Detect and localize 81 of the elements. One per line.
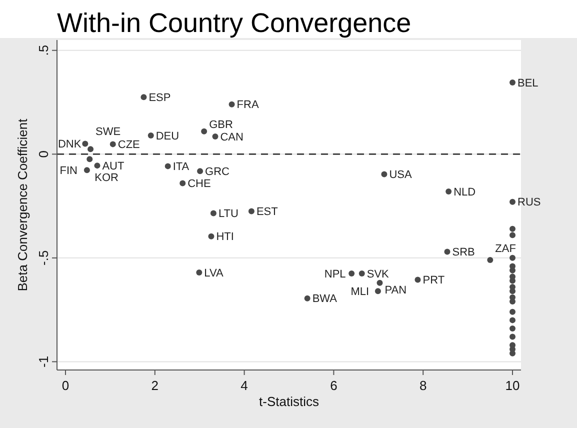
y-tick-label: 0 (36, 150, 51, 158)
point (510, 325, 516, 332)
x-axis-title: t-Statistics (259, 394, 320, 409)
point (348, 270, 355, 276)
point (510, 198, 516, 205)
data-label: RUS (518, 196, 541, 209)
data-label: BWA (312, 293, 338, 306)
point (510, 80, 516, 86)
x-tick-label: 2 (151, 378, 159, 393)
data-label: LTU (218, 208, 238, 220)
point (82, 140, 88, 147)
point (86, 156, 93, 162)
point (487, 257, 494, 263)
point (510, 317, 516, 324)
point (208, 233, 214, 240)
data-label: FRA (236, 99, 260, 112)
data-label: CHE (188, 178, 211, 190)
point (210, 210, 216, 216)
data-label: DNK (58, 138, 82, 151)
point (228, 101, 235, 108)
point (148, 132, 154, 138)
data-label: ZAF (495, 242, 516, 255)
point (510, 298, 516, 305)
data-label: BEL (518, 77, 538, 90)
data-label: SWE (96, 126, 121, 138)
point (446, 188, 452, 195)
data-label: SVK (366, 268, 390, 280)
data-label: MLI (350, 286, 370, 298)
point (212, 134, 218, 140)
point (510, 334, 516, 340)
y-tick-label: -1 (36, 356, 51, 368)
data-label: ITA (172, 161, 190, 174)
point (374, 288, 381, 294)
data-label: EST (256, 206, 278, 218)
point (358, 270, 365, 276)
point (414, 276, 421, 283)
data-label: CZE (118, 139, 140, 152)
data-label: NPL (324, 268, 346, 280)
point (510, 226, 516, 232)
point (510, 308, 516, 315)
data-label: NLD (454, 186, 476, 198)
y-tick-label: .5 (36, 44, 51, 56)
point (94, 162, 100, 169)
data-label: HTI (216, 231, 234, 244)
point (510, 232, 516, 238)
point (197, 168, 204, 174)
data-label: GRC (205, 166, 230, 178)
point (376, 280, 383, 286)
point (180, 180, 186, 186)
point (164, 163, 171, 170)
chart-title: With-in Country Convergence (57, 8, 412, 38)
point (510, 254, 516, 261)
data-label: PAN (384, 284, 407, 297)
data-label: LVA (204, 267, 224, 280)
point (444, 248, 450, 255)
x-tick-label: 8 (419, 378, 427, 393)
data-label: FIN (60, 164, 78, 177)
x-tick-label: 6 (330, 378, 338, 393)
point (84, 167, 90, 174)
point (196, 269, 202, 276)
data-label: DEU (156, 130, 180, 142)
point (201, 128, 208, 134)
data-label: CAN (220, 131, 244, 144)
x-tick-label: 10 (505, 378, 520, 393)
data-label: AUT (102, 160, 125, 172)
data-label: ESP (148, 92, 171, 104)
data-label: PRT (422, 274, 445, 287)
data-label: GBR (209, 119, 233, 132)
data-label: KOR (94, 172, 119, 184)
point (304, 295, 310, 302)
point (88, 146, 94, 152)
x-tick-label: 4 (240, 378, 248, 393)
data-label: SRB (452, 246, 475, 259)
y-axis-title: Beta Convergence Coefficient (15, 118, 30, 292)
y-tick-label: -.5 (36, 250, 51, 266)
point (381, 171, 388, 178)
point (110, 141, 116, 148)
x-tick-label: 0 (62, 378, 70, 393)
point (248, 208, 254, 214)
point (140, 94, 147, 100)
data-label: USA (389, 169, 412, 182)
